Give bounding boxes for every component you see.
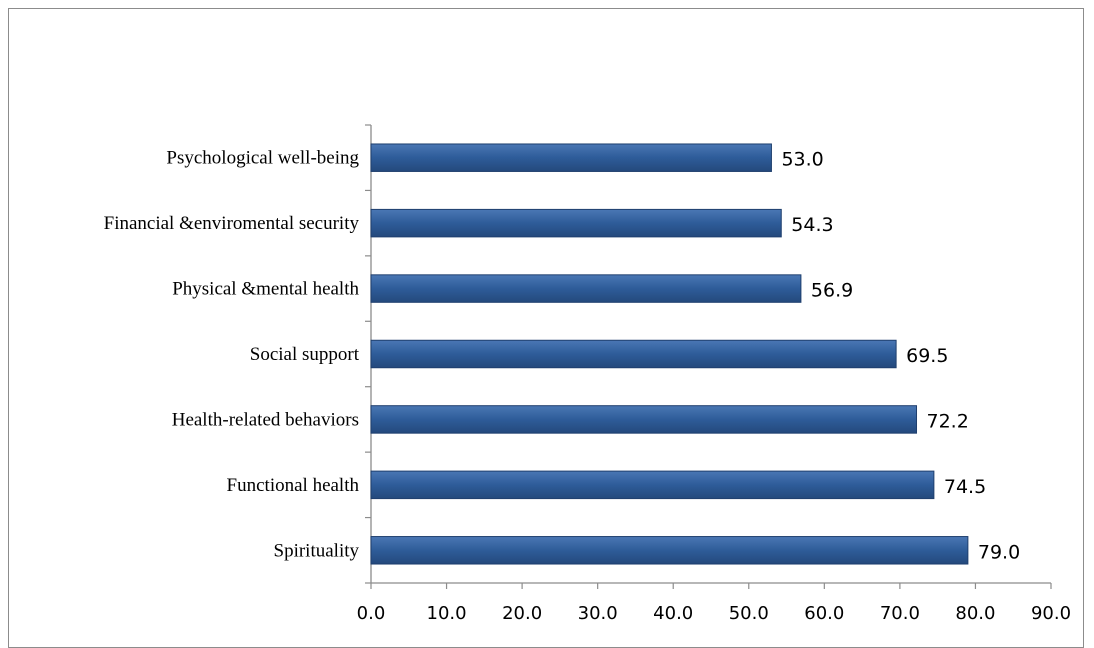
data-label: 54.3 <box>791 214 833 236</box>
bar <box>370 536 969 565</box>
category-label: Psychological well-being <box>166 148 359 169</box>
bar <box>370 143 772 172</box>
data-label: 56.9 <box>811 280 853 302</box>
x-tick-label: 30.0 <box>578 603 618 624</box>
bar <box>370 208 782 238</box>
x-tick-label: 20.0 <box>502 603 542 624</box>
category-labels: Psychological well-being Financial &envir… <box>104 148 360 562</box>
x-tick-label: 80.0 <box>955 603 995 624</box>
data-label: 79.0 <box>978 541 1020 563</box>
bar <box>370 470 935 500</box>
x-tick-label: 50.0 <box>729 603 769 624</box>
x-tick-label: 70.0 <box>880 603 920 624</box>
category-label: Social support <box>250 344 360 365</box>
x-tick-label: 40.0 <box>653 603 693 624</box>
bar <box>370 339 897 369</box>
x-tick-label: 10.0 <box>427 603 467 624</box>
category-label: Functional health <box>227 475 360 496</box>
category-label: Financial &enviromental security <box>104 213 360 234</box>
bars <box>370 143 969 565</box>
x-tick-label: 60.0 <box>804 603 844 624</box>
data-label: 53.0 <box>781 149 823 171</box>
x-tick-label: 90.0 <box>1031 603 1071 624</box>
data-labels: 53.0 54.3 56.9 69.5 72.2 74.5 79.0 <box>781 149 1020 564</box>
data-label: 72.2 <box>927 410 969 432</box>
x-tick-label: 0.0 <box>357 603 386 624</box>
category-label: Health-related behaviors <box>172 409 359 430</box>
category-label: Physical &mental health <box>172 279 359 300</box>
bar-chart: Psychological well-being Financial &envir… <box>104 124 1071 624</box>
data-label: 74.5 <box>944 476 986 498</box>
chart-frame: Psychological well-being Financial &envir… <box>8 8 1084 648</box>
x-tick-labels: 0.0 10.0 20.0 30.0 40.0 50.0 60.0 70.0 80.0 90.0 <box>357 603 1071 624</box>
data-label: 69.5 <box>906 345 948 367</box>
category-label: Spirituality <box>274 540 360 561</box>
bar <box>370 405 918 434</box>
bar <box>370 274 802 303</box>
